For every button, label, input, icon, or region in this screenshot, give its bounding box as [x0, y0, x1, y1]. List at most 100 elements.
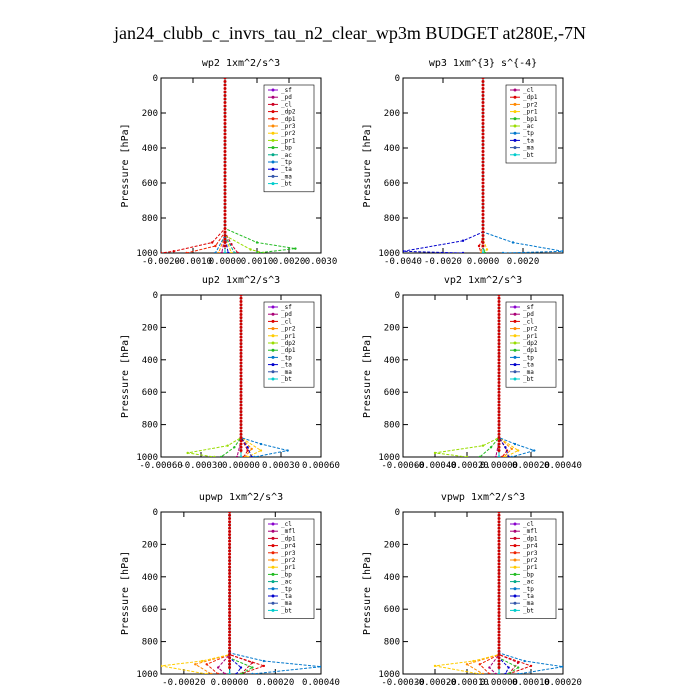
- legend-marker: [271, 536, 275, 540]
- centerline-point: [228, 659, 232, 663]
- series-point: [478, 672, 481, 674]
- y-tick-label: 600: [142, 605, 158, 615]
- centerline-point: [497, 400, 501, 404]
- legend-label: _dp2: [281, 109, 296, 116]
- centerline-point: [239, 312, 243, 316]
- centerline-point: [228, 513, 232, 517]
- series-point: [214, 244, 217, 248]
- centerline-point: [497, 397, 501, 401]
- x-tick-label: 0.00040: [544, 461, 582, 471]
- series-line-cl: [224, 78, 239, 253]
- series-line-pr1: [161, 512, 231, 674]
- y-tick-label: 1000: [378, 453, 400, 463]
- legend-label: _dp1: [523, 94, 538, 101]
- legend-marker: [513, 565, 517, 569]
- centerline-point: [497, 299, 501, 303]
- centerline-point: [223, 94, 227, 97]
- centerline-point: [239, 416, 243, 420]
- centerline-point: [497, 627, 501, 631]
- series-point: [219, 455, 223, 457]
- y-tick-label: 0: [395, 74, 400, 84]
- legend-label: _ta: [281, 166, 292, 173]
- plot-frame: [402, 294, 564, 458]
- legend-marker: [271, 551, 275, 555]
- series-point: [223, 672, 227, 674]
- centerline-point: [497, 659, 501, 663]
- series-point: [501, 251, 505, 253]
- centerline-point: [223, 213, 227, 216]
- centerline-point: [481, 87, 485, 90]
- centerline-point: [497, 403, 501, 407]
- centerline-point: [481, 181, 485, 185]
- x-tick-label: -0.00060: [381, 461, 424, 471]
- x-tick-label: -0.00020: [162, 678, 205, 688]
- y-tick-label: 800: [142, 421, 158, 431]
- legend-label: _ac: [523, 123, 534, 130]
- centerline-point: [497, 597, 501, 601]
- series-point: [246, 455, 249, 457]
- centerline-point: [497, 588, 501, 592]
- legend-label: _cl: [281, 521, 292, 528]
- legend-marker: [513, 363, 517, 367]
- legend-label: _pr2: [281, 326, 296, 333]
- series-point: [497, 455, 501, 457]
- series-point: [511, 241, 515, 244]
- centerline-point: [481, 115, 485, 118]
- legend-marker: [513, 580, 517, 584]
- centerline-point: [481, 209, 485, 213]
- legend-label: _pr1: [281, 333, 296, 340]
- y-tick-label: 0: [153, 291, 158, 301]
- centerline-point: [239, 338, 243, 342]
- centerline-point: [497, 585, 501, 589]
- centerline-point: [228, 512, 232, 514]
- centerline-point: [497, 594, 501, 598]
- centerline-point: [481, 164, 485, 167]
- centerline-point: [497, 653, 501, 657]
- centerline-point: [223, 90, 227, 94]
- centerline-point: [223, 125, 227, 129]
- centerline-point: [239, 387, 243, 391]
- panel-6: vpwp 1xm^2/s^3 Pressure [hPa] 0 200 400 600 80…: [362, 492, 582, 688]
- legend-marker: [271, 363, 275, 367]
- centerline-point: [239, 377, 243, 381]
- series-point: [477, 244, 481, 248]
- centerline-point: [223, 132, 227, 136]
- centerline-point: [239, 345, 243, 349]
- legend-marker: [271, 529, 275, 533]
- series-point: [461, 251, 465, 253]
- x-tick-label: 0.00000: [480, 678, 518, 688]
- legend-marker: [513, 341, 517, 345]
- y-tick-label: 400: [384, 573, 400, 583]
- legend-label: _sf: [523, 304, 534, 311]
- centerline-point: [223, 223, 227, 227]
- centerline-point: [228, 520, 232, 524]
- series-line-pr2: [240, 295, 253, 457]
- series-line-dp2: [161, 78, 226, 253]
- x-tick-label: -0.0020: [142, 257, 180, 267]
- legend-label: _pr2: [523, 557, 538, 564]
- series-line-ta: [240, 295, 253, 457]
- series-point: [236, 251, 239, 253]
- centerline-point: [497, 536, 501, 540]
- centerline-point: [239, 329, 243, 333]
- centerline-point: [228, 620, 232, 624]
- centerline-point: [223, 167, 227, 171]
- centerline-point: [481, 83, 485, 87]
- series-group: [161, 512, 321, 674]
- legend-marker: [513, 88, 517, 92]
- centerline-point: [497, 610, 501, 614]
- centerline-point: [497, 526, 501, 530]
- legend-marker: [513, 124, 517, 128]
- series-line-ta: [229, 512, 242, 674]
- legend-label: _ac: [281, 579, 292, 586]
- centerline-point: [239, 296, 243, 300]
- legend-label: _tp: [281, 586, 292, 593]
- y-tick-label: 600: [142, 179, 158, 189]
- centerline-point: [497, 306, 501, 310]
- legend-marker: [513, 536, 517, 540]
- centerline-point: [228, 633, 232, 637]
- centerline-point: [497, 601, 501, 605]
- centerline-point: [223, 83, 227, 87]
- series-line-pr2: [465, 512, 500, 674]
- centerline-point: [223, 139, 227, 143]
